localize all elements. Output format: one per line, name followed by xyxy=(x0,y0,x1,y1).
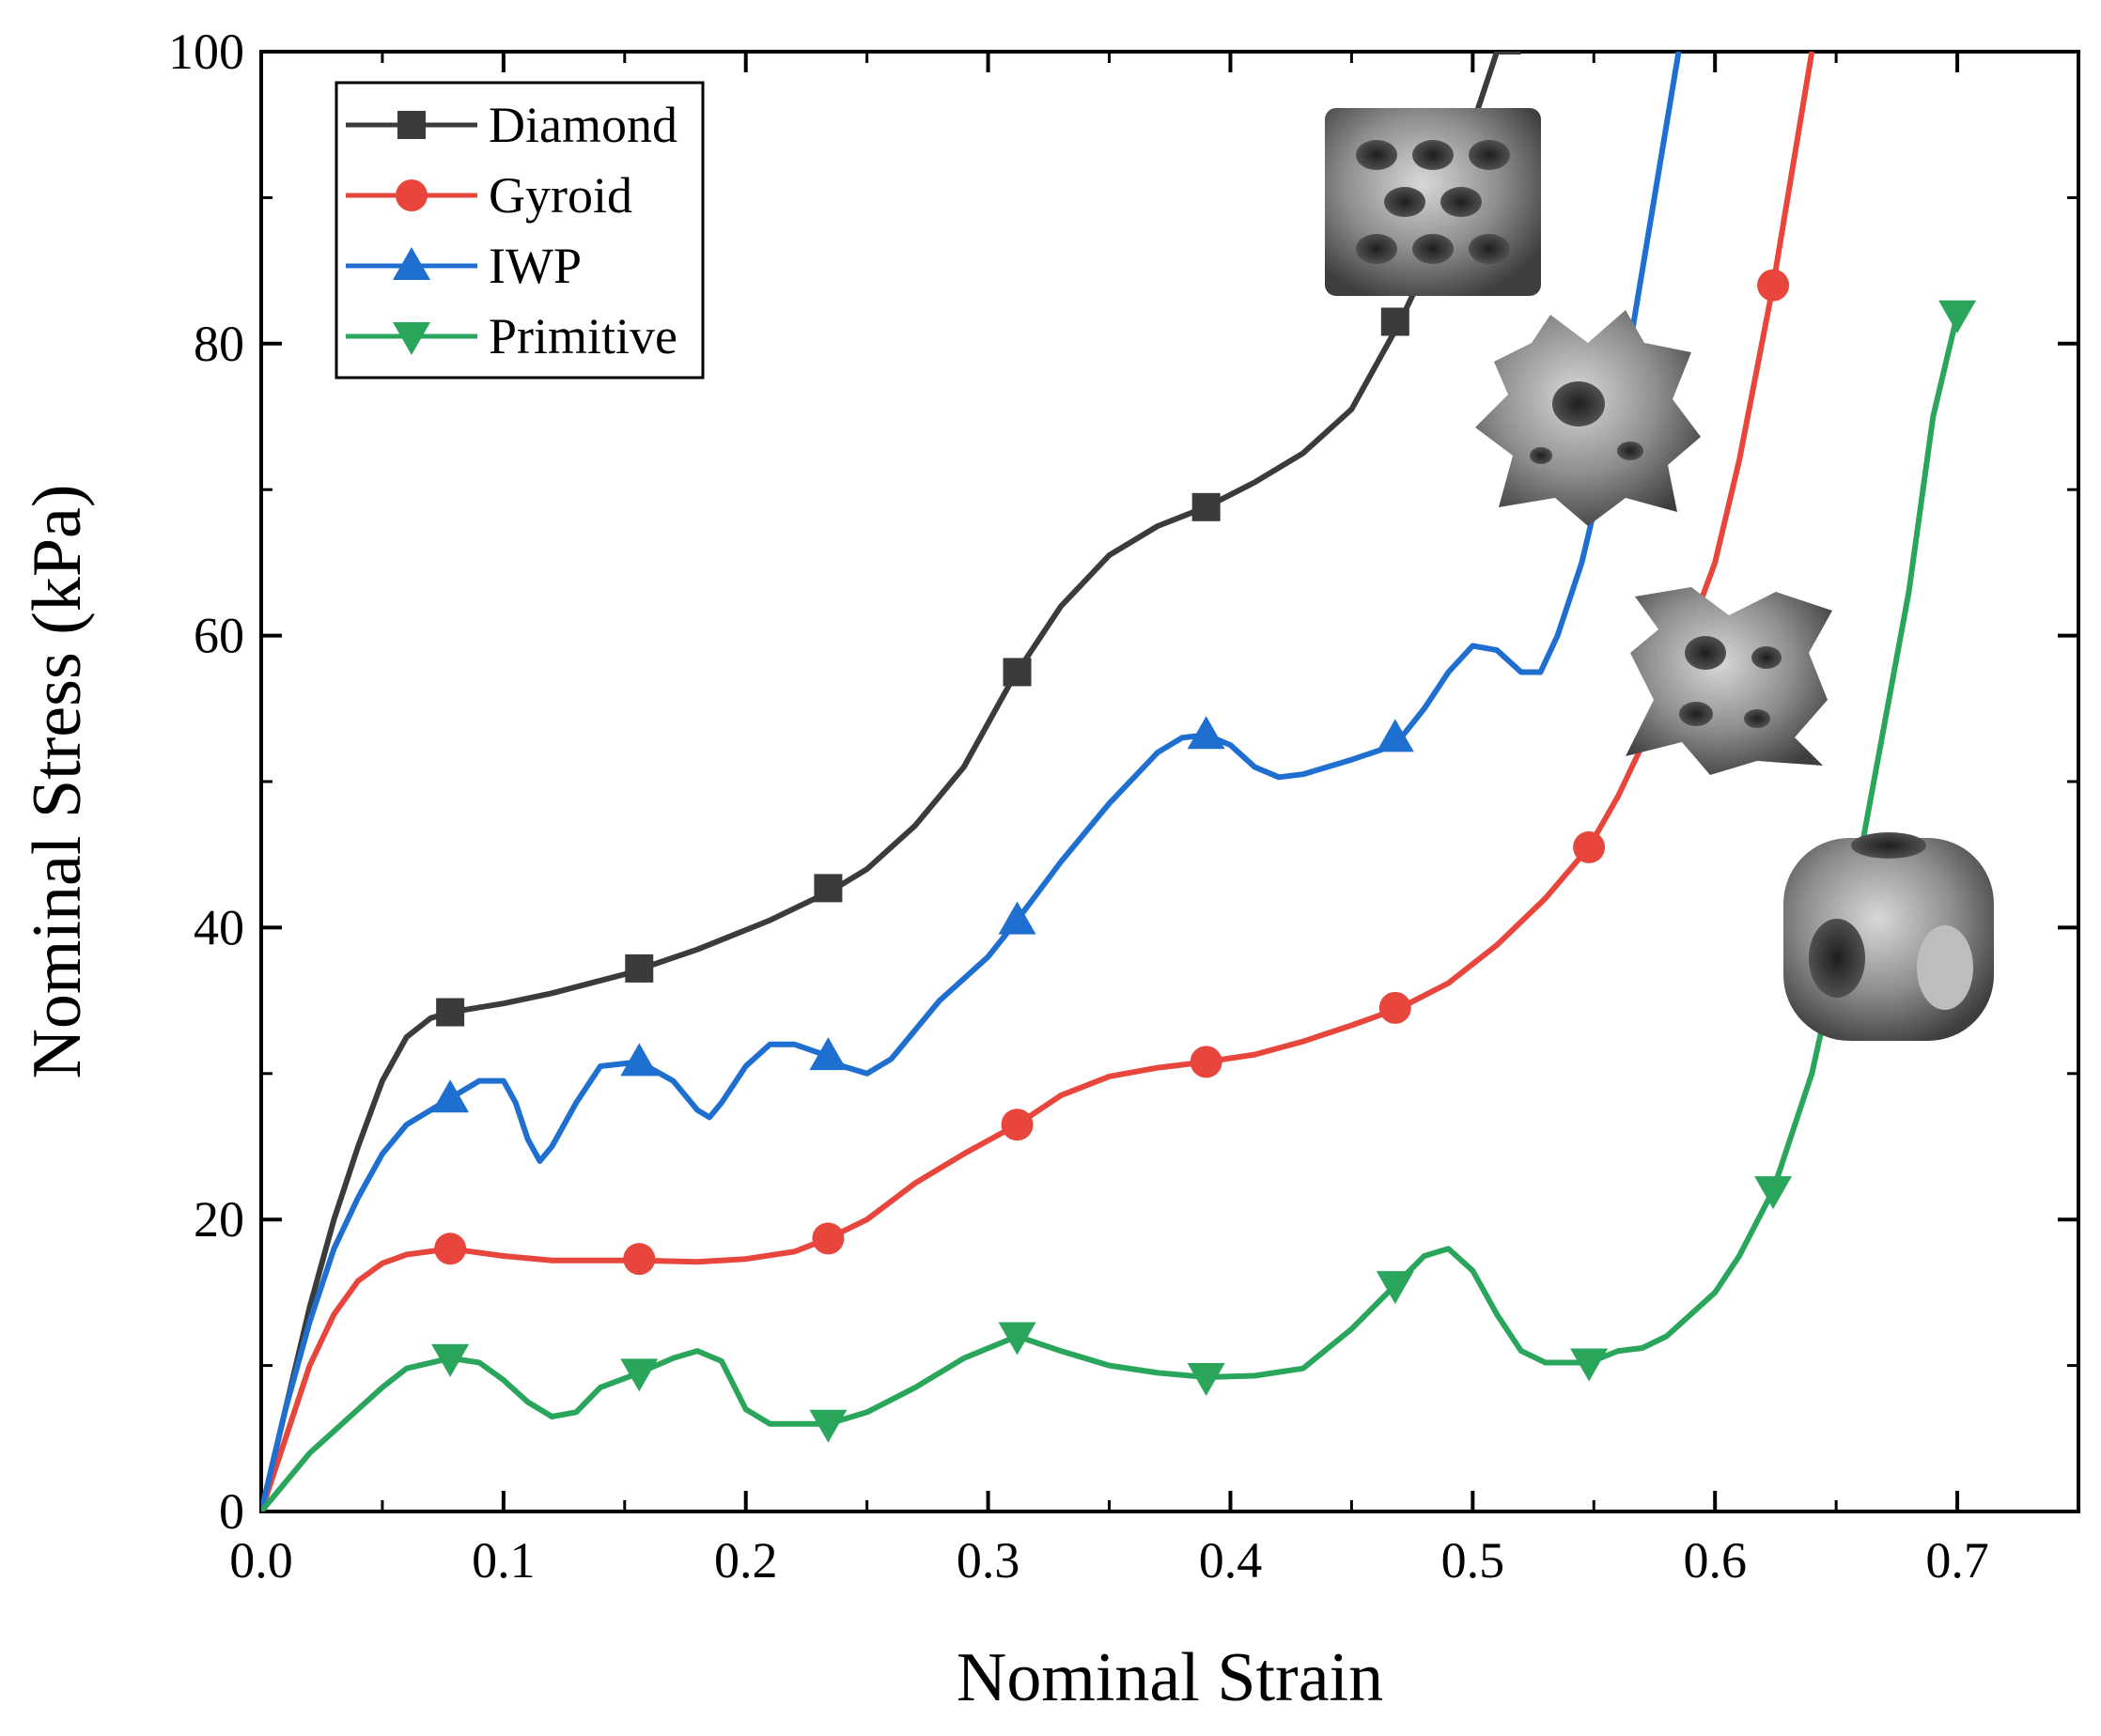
data-point-primitive xyxy=(1754,1176,1793,1210)
data-point-gyroid xyxy=(434,1232,467,1265)
data-point-iwp xyxy=(998,901,1036,935)
y-tick-label: 80 xyxy=(194,316,244,372)
data-point-primitive xyxy=(1938,300,1977,333)
data-point-primitive xyxy=(431,1343,470,1377)
data-point-primitive xyxy=(1187,1363,1225,1397)
x-tick-label: 0.6 xyxy=(1683,1532,1747,1589)
data-point-diamond xyxy=(1380,307,1409,336)
data-point-diamond xyxy=(814,874,843,903)
x-tick-label: 0.1 xyxy=(472,1532,536,1589)
primitive-structure-image xyxy=(1783,832,1994,1041)
data-point-primitive xyxy=(1376,1271,1414,1305)
iwp-structure-image xyxy=(1626,587,1832,775)
series-lines xyxy=(261,52,1961,1511)
data-point-gyroid xyxy=(1757,269,1790,302)
x-tick-label: 0.5 xyxy=(1441,1532,1505,1589)
series-line-iwp xyxy=(261,52,1682,1511)
data-point-diamond xyxy=(1003,658,1032,687)
x-tick-label: 0.0 xyxy=(229,1532,293,1589)
series-markers xyxy=(431,269,1977,1443)
y-tick-label: 60 xyxy=(194,608,244,664)
y-tick-label: 100 xyxy=(168,23,244,80)
data-point-iwp xyxy=(620,1043,659,1077)
legend-entry-diamond: Diamond xyxy=(346,97,677,153)
legend-label-gyroid: Gyroid xyxy=(489,167,632,224)
data-point-iwp xyxy=(1376,719,1414,752)
series-line-primitive xyxy=(261,314,1961,1511)
legend: Diamond Gyroid IWP Primitive xyxy=(335,81,705,380)
data-point-diamond xyxy=(1191,492,1221,521)
diamond-structure-image xyxy=(1325,108,1541,296)
series-line-diamond xyxy=(261,52,1521,1511)
legend-entry-iwp: IWP xyxy=(346,238,582,294)
x-axis-title: Nominal Strain xyxy=(957,1639,1383,1716)
legend-marker-triangle-down xyxy=(393,322,430,355)
data-point-diamond xyxy=(436,998,465,1027)
y-tick-label: 40 xyxy=(194,899,244,955)
legend-marker-triangle-up xyxy=(393,247,430,280)
data-point-gyroid xyxy=(812,1222,845,1255)
data-point-iwp xyxy=(431,1079,470,1113)
y-tick-label: 0 xyxy=(219,1483,244,1540)
legend-label-primitive: Primitive xyxy=(489,308,677,364)
data-point-primitive xyxy=(809,1409,848,1443)
y-tick-label: 20 xyxy=(194,1191,244,1248)
data-point-gyroid xyxy=(1001,1108,1034,1141)
legend-marker-circle xyxy=(396,179,428,211)
data-point-primitive xyxy=(998,1322,1036,1356)
x-tick-label: 0.4 xyxy=(1199,1532,1263,1589)
data-point-iwp xyxy=(809,1037,848,1071)
data-point-primitive xyxy=(620,1358,659,1392)
axis-ticks: 0.0 0.1 0.2 0.3 0.4 0.5 0.6 0.7 0 20 40 60 80 100 xyxy=(168,23,2078,1589)
legend-entry-gyroid: Gyroid xyxy=(346,167,632,224)
x-tick-label: 0.3 xyxy=(957,1532,1020,1589)
data-point-diamond xyxy=(625,953,654,983)
data-point-iwp xyxy=(1187,716,1225,750)
data-point-gyroid xyxy=(1378,991,1411,1024)
legend-label-iwp: IWP xyxy=(489,238,582,294)
y-axis-title: Nominal Stress (kPa) xyxy=(19,484,96,1078)
legend-label-diamond: Diamond xyxy=(489,97,677,153)
x-tick-label: 0.7 xyxy=(1925,1532,1989,1589)
series-line-gyroid xyxy=(261,52,1815,1511)
data-point-gyroid xyxy=(1190,1046,1222,1078)
gyroid-structure-image xyxy=(1475,310,1701,526)
data-point-gyroid xyxy=(1573,830,1606,863)
data-point-primitive xyxy=(1570,1348,1609,1382)
legend-entry-primitive: Primitive xyxy=(346,308,677,364)
data-point-gyroid xyxy=(623,1243,656,1276)
x-tick-label: 0.2 xyxy=(714,1532,778,1589)
legend-marker-square xyxy=(397,111,426,139)
